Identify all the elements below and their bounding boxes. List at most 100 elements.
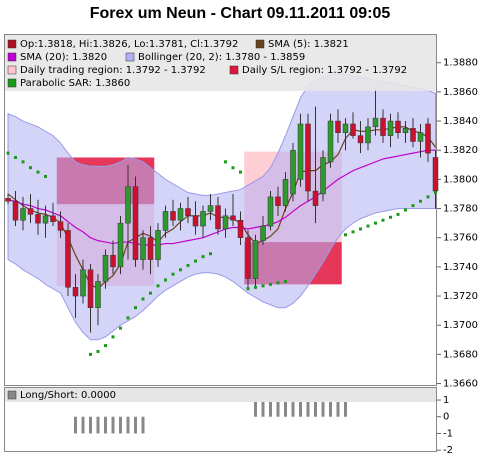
candle-body	[432, 157, 439, 192]
candle-body	[185, 208, 191, 217]
sar-dot	[351, 230, 355, 234]
legend-label: SMA (20): 1.3820	[20, 52, 107, 63]
y-tick-label: 1.3860	[443, 87, 478, 98]
sar-dot	[276, 281, 280, 285]
candle-body	[125, 186, 131, 224]
candle-body	[102, 254, 109, 282]
candle-body	[50, 215, 56, 222]
sar-dot	[284, 279, 287, 283]
candle-body	[170, 211, 176, 221]
sar-dot	[21, 160, 25, 164]
candle-body	[117, 222, 124, 268]
candle-body	[12, 201, 19, 221]
bar	[104, 416, 107, 434]
legend-bg	[5, 388, 436, 402]
candle-body	[155, 230, 161, 260]
sar-dot	[29, 166, 32, 170]
bar	[126, 416, 130, 434]
y-tick-label: 1.3800	[443, 174, 478, 185]
sar-dot	[156, 284, 160, 288]
legend-swatch	[7, 65, 17, 75]
candle-body	[230, 215, 236, 221]
y-tick-label: 1.3740	[443, 262, 478, 273]
candle-body	[110, 254, 116, 268]
legend-swatch	[7, 78, 17, 88]
sar-dot	[201, 255, 205, 259]
candle-body	[192, 215, 199, 227]
candle-body	[365, 126, 371, 144]
sar-dot	[374, 221, 377, 225]
line	[7, 149, 436, 246]
sar-dot	[254, 285, 257, 289]
candle-body	[35, 214, 41, 224]
bar	[111, 416, 115, 434]
bar	[276, 400, 280, 417]
y-tick-label: -1	[443, 428, 453, 439]
candle-body	[237, 219, 244, 238]
candle-body	[222, 215, 229, 230]
legend-swatch	[229, 65, 239, 75]
sar-dot	[104, 344, 107, 348]
sar-dot	[209, 252, 212, 256]
candle-body	[282, 179, 289, 206]
sar-dot	[404, 208, 407, 212]
legend-label: Bollinger (20, 2): 1.3780 - 1.3859	[138, 52, 305, 63]
bar	[314, 400, 317, 417]
sar-dot	[381, 218, 385, 222]
candle-body	[320, 157, 326, 195]
candle-body	[207, 205, 214, 212]
legend-label: SMA (5): 1.3821	[268, 39, 349, 50]
legend-swatch	[7, 39, 17, 49]
candle-body	[335, 120, 341, 133]
sar-dot	[366, 224, 370, 228]
candle-body	[27, 208, 34, 215]
y-tick-label: 0	[443, 412, 449, 423]
candle-body	[147, 237, 154, 260]
candle-body	[95, 281, 101, 308]
candle-body	[350, 123, 356, 136]
y-tick-label: 1.3700	[443, 320, 478, 331]
chart-title: Forex um Neun - Chart 09.11.2011 09:05	[90, 5, 391, 22]
sar-dot	[359, 227, 362, 231]
sar-dot	[134, 306, 137, 310]
bar	[74, 416, 77, 434]
sar-dot	[149, 291, 152, 295]
sar-dot	[344, 233, 347, 237]
sar-dot	[396, 212, 400, 216]
legend-swatch	[7, 52, 17, 62]
candle-body	[42, 215, 49, 224]
candle-body	[387, 120, 394, 136]
sar-dot	[389, 215, 392, 219]
candle-body	[327, 120, 334, 163]
legend-label: Long/Short: 0.0000	[20, 390, 116, 401]
sar-dot	[239, 170, 242, 174]
candle-body	[260, 225, 266, 241]
bar	[336, 400, 340, 417]
candle-body	[252, 240, 259, 279]
sar-dot	[194, 259, 197, 263]
candle-body	[20, 208, 26, 221]
candle-body	[425, 123, 431, 154]
bar	[306, 400, 310, 417]
sar-dot	[126, 316, 130, 320]
bar	[141, 416, 145, 434]
sar-dot	[164, 278, 167, 282]
y-tick-label: 1.3760	[443, 233, 478, 244]
candle-body	[342, 123, 349, 133]
candle-body	[267, 196, 274, 227]
sar-dot	[89, 352, 92, 356]
candle-body	[395, 120, 401, 133]
sar-dot	[224, 160, 227, 164]
y-tick-label: 1.3680	[443, 349, 478, 360]
bar	[119, 416, 122, 434]
bar	[261, 400, 265, 417]
sar-dot	[171, 272, 175, 276]
candle-body	[57, 221, 64, 231]
bar	[96, 416, 100, 434]
candle-body	[140, 237, 146, 260]
sar-dot	[426, 195, 430, 199]
sar-dot	[419, 199, 422, 203]
sar-dot	[36, 170, 40, 174]
legend-label: Parabolic SAR: 1.3860	[20, 78, 130, 89]
